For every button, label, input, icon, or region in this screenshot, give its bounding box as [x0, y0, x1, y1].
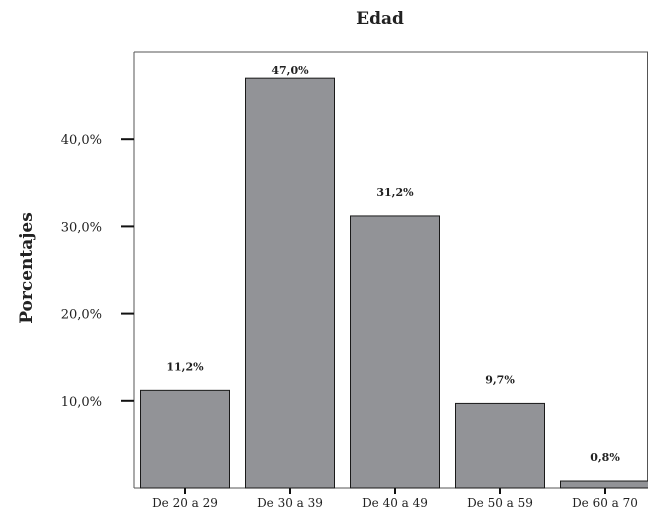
data-label-4: 9,7% — [485, 373, 515, 386]
x-tick-label-4: De 50 a 59 — [467, 496, 533, 510]
y-tick-label-3: 30,0% — [61, 220, 102, 235]
x-tick-label-1: De 20 a 29 — [152, 496, 218, 510]
data-label-3: 31,2% — [376, 186, 414, 199]
data-label-2: 47,0% — [271, 64, 309, 77]
x-tick-label-3: De 40 a 49 — [362, 496, 428, 510]
data-label-5: 0,8% — [590, 451, 620, 464]
x-tick-label-5: De 60 a 70 — [572, 496, 638, 510]
chart-title: Edad — [356, 9, 404, 29]
bar-4 — [455, 402, 545, 489]
bars-group — [140, 77, 648, 489]
data-label-1: 11,2% — [166, 360, 204, 373]
y-tick-label-2: 20,0% — [61, 308, 102, 323]
x-axis: De 20 a 29 De 30 a 39 De 40 a 49 De 50 a 59… — [152, 488, 638, 510]
bar-3 — [350, 215, 440, 489]
y-tick-label-4: 40,0% — [61, 133, 102, 148]
x-tick-label-2: De 30 a 39 — [257, 496, 323, 510]
y-axis: 10,0% 20,0% 30,0% 40,0% — [61, 133, 134, 410]
bar-5 — [560, 480, 648, 489]
y-tick-label-1: 10,0% — [61, 395, 102, 410]
bar-1 — [140, 389, 230, 489]
y-axis-label: Porcentajes — [17, 212, 37, 324]
data-labels-group: 11,2% 47,0% 31,2% 9,7% 0,8% — [166, 64, 620, 464]
bar-2 — [245, 77, 335, 489]
